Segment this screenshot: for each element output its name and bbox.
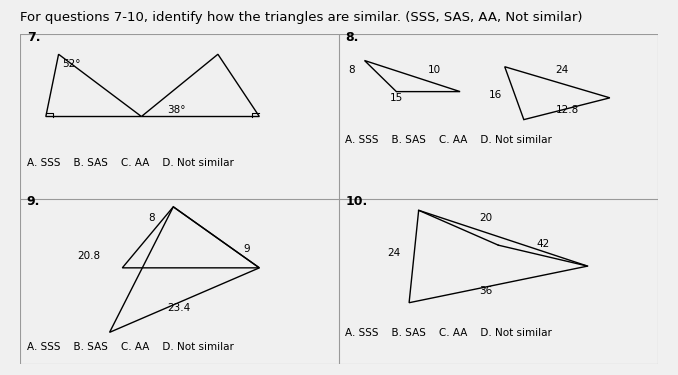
Text: A. SSS    B. SAS    C. AA    D. Not similar: A. SSS B. SAS C. AA D. Not similar (26, 158, 234, 168)
Text: 23.4: 23.4 (167, 303, 190, 313)
Text: 8: 8 (348, 65, 355, 75)
Text: 9.: 9. (26, 195, 40, 208)
Text: 36: 36 (479, 286, 492, 296)
Text: 9: 9 (243, 244, 250, 254)
Text: 8.: 8. (345, 31, 359, 44)
Text: 15: 15 (390, 93, 403, 103)
Text: 42: 42 (536, 239, 550, 249)
Text: A. SSS    B. SAS    C. AA    D. Not similar: A. SSS B. SAS C. AA D. Not similar (345, 135, 553, 145)
Text: 8: 8 (148, 213, 155, 223)
Text: 7.: 7. (26, 31, 40, 44)
Text: A. SSS    B. SAS    C. AA    D. Not similar: A. SSS B. SAS C. AA D. Not similar (345, 328, 553, 338)
Text: 10: 10 (428, 65, 441, 75)
Text: 12.8: 12.8 (556, 105, 579, 116)
Text: 16: 16 (489, 90, 502, 100)
Text: 24: 24 (386, 248, 400, 258)
Text: A. SSS    B. SAS    C. AA    D. Not similar: A. SSS B. SAS C. AA D. Not similar (26, 342, 234, 352)
Text: 10.: 10. (345, 195, 367, 208)
Text: 52°: 52° (62, 59, 80, 69)
Text: 24: 24 (556, 65, 569, 75)
Text: 20: 20 (479, 213, 492, 223)
Text: 38°: 38° (167, 105, 185, 116)
Text: 20.8: 20.8 (78, 251, 101, 261)
Text: For questions 7-10, identify how the triangles are similar. (SSS, SAS, AA, Not s: For questions 7-10, identify how the tri… (20, 11, 583, 24)
